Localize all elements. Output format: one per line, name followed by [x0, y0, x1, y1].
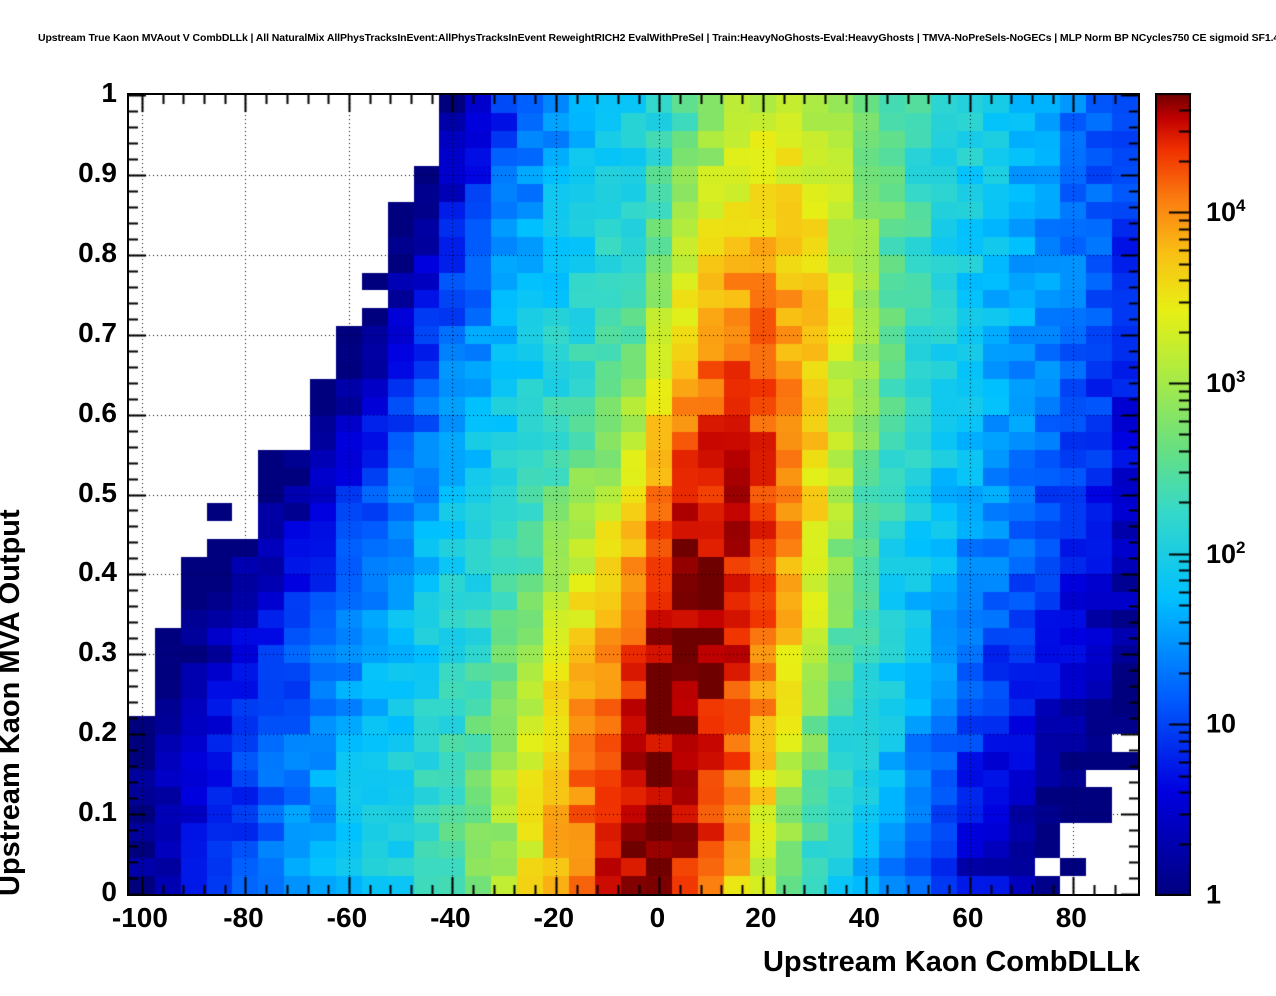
y-tick-label: 0.4	[78, 556, 117, 588]
x-tick-label: -60	[326, 902, 368, 933]
y-tick-label: 0.7	[78, 316, 117, 348]
y-tick-label: 0.1	[78, 796, 117, 828]
plot-frame	[127, 93, 1140, 896]
y-tick-label: 0	[101, 876, 117, 907]
y-tick-label: 0.2	[78, 716, 117, 748]
x-tick-label: 40	[848, 902, 880, 933]
colorbar	[1155, 93, 1191, 896]
x-tick-label: 80	[1055, 902, 1087, 933]
y-tick-label: 1	[101, 77, 117, 108]
colorbar-tick-label: 104	[1206, 196, 1246, 228]
y-axis-title: Upstream Kaon MVA Output	[0, 509, 26, 896]
colorbar-tick-label: 102	[1206, 537, 1246, 569]
y-tick-label: 0.5	[78, 476, 117, 508]
y-tick-label: 0.6	[78, 396, 117, 428]
colorbar-tick-label: 10	[1206, 708, 1237, 739]
y-tick-label: 0.3	[78, 636, 117, 668]
x-tick-label: 60	[952, 902, 984, 933]
colorbar-tick-label: 103	[1206, 366, 1246, 398]
x-tick-label: -20	[533, 902, 575, 933]
y-tick-label: 0.8	[78, 236, 117, 268]
x-tick-label: -80	[223, 902, 264, 933]
x-tick-label: -100	[111, 902, 168, 933]
x-tick-label: 20	[745, 902, 777, 933]
x-tick-label: 0	[649, 902, 666, 933]
x-axis-title: Upstream Kaon CombDLLk	[762, 946, 1140, 978]
colorbar-gradient	[1155, 93, 1191, 896]
page-title: Upstream True Kaon MVAout V CombDLLk | A…	[38, 32, 1276, 44]
colorbar-tick-label: 1	[1206, 879, 1222, 910]
histogram-canvas	[129, 95, 1138, 894]
y-tick-label: 0.9	[78, 156, 117, 188]
x-tick-label: -40	[430, 902, 471, 933]
